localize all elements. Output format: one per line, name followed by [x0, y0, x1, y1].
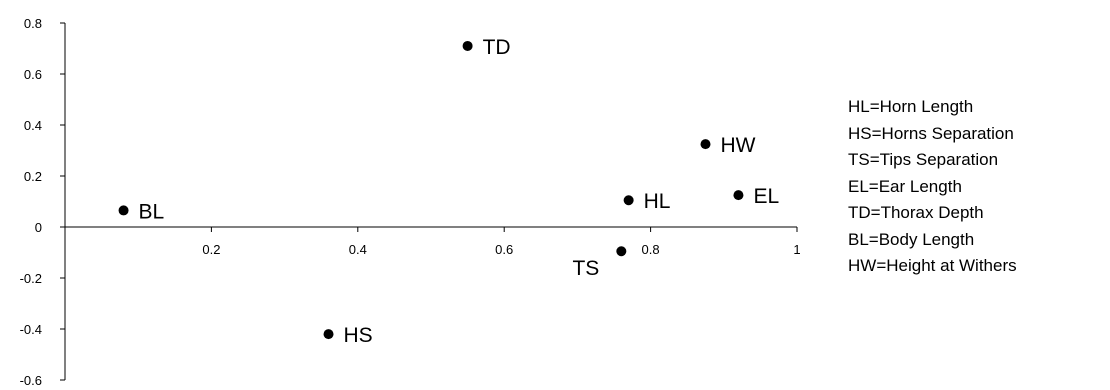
y-tick-label: 0.6: [24, 67, 42, 82]
point-label-hs: HS: [344, 324, 373, 347]
data-point-hs: [323, 329, 334, 340]
data-point-ts: [616, 246, 627, 257]
data-point-bl: [118, 205, 129, 216]
point-label-hw: HW: [721, 134, 756, 157]
legend: HL=Horn Length HS=Horns Separation TS=Ti…: [848, 94, 1017, 280]
point-label-ts: TS: [572, 257, 599, 280]
legend-item-hs: HS=Horns Separation: [848, 123, 1014, 143]
legend-item-el: EL=Ear Length: [848, 176, 962, 196]
y-tick-label: 0.8: [24, 16, 42, 31]
x-tick-label: 0.4: [349, 242, 367, 257]
x-tick-label: 0.6: [495, 242, 513, 257]
data-points: TD HW EL HL BL TS HS: [118, 36, 779, 347]
point-label-bl: BL: [139, 200, 165, 223]
y-tick-label: 0: [35, 220, 42, 235]
data-point-hl: [623, 195, 634, 206]
point-label-hl: HL: [644, 190, 671, 213]
data-point-el: [733, 190, 744, 201]
y-tick-label: 0.2: [24, 169, 42, 184]
x-axis: 0.2 0.4 0.6 0.8 1: [65, 226, 801, 257]
scatter-chart: 0.80.60.40.20-0.2-0.4-0.6 0.2 0.4 0.6 0.8 1 …: [20, 16, 801, 388]
x-tick-label: 0.8: [642, 242, 660, 257]
data-point-td: [462, 40, 473, 51]
legend-item-bl: BL=Body Length: [848, 229, 975, 249]
point-label-el: EL: [753, 185, 779, 208]
x-tick-label: 0.2: [202, 242, 220, 257]
legend-item-hw: HW=Height at Withers: [848, 256, 1017, 275]
data-point-hw: [700, 139, 711, 150]
legend-item-ts: TS=Tips Separation: [848, 150, 999, 169]
x-tick-label: 1: [793, 242, 800, 257]
legend-item-td: TD=Thorax Depth: [848, 203, 984, 222]
point-label-td: TD: [483, 36, 511, 59]
y-tick-label: 0.4: [24, 118, 42, 133]
y-tick-label: -0.4: [20, 322, 42, 337]
y-tick-label: -0.2: [20, 271, 42, 286]
y-axis: 0.8 0.6 0.4 0.2 0 -0.2 -0.4 -0.6: [20, 16, 66, 388]
legend-item-hl: HL=Horn Length: [848, 97, 974, 116]
y-tick-label: -0.6: [20, 373, 42, 388]
